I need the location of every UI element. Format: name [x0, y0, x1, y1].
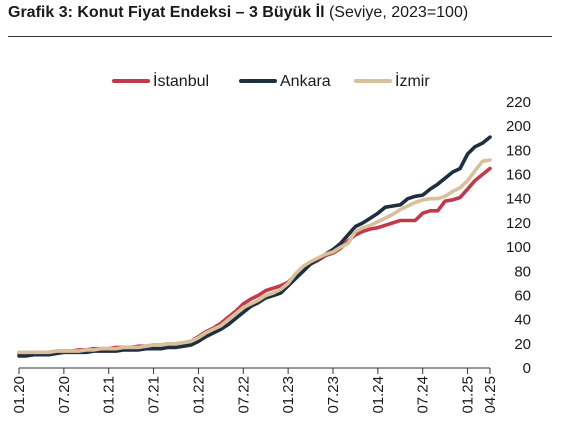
chart-legend: İstanbul Ankara İzmir	[112, 71, 430, 90]
x-tick-label: 04.25	[482, 376, 499, 414]
legend-label-0: İstanbul	[153, 71, 209, 90]
x-tick-label: 01.25	[460, 376, 477, 414]
y-tick-label: 180	[506, 142, 531, 159]
x-tick-label: 01.21	[101, 376, 118, 414]
x-tick-label: 07.20	[56, 376, 73, 414]
series-layer	[17, 135, 492, 358]
x-tick-label: 07.23	[325, 376, 342, 414]
series-line-1	[17, 135, 492, 358]
x-tick-label: 07.21	[146, 376, 163, 414]
axes-layer: 0 20 40 60 80 100 120 140 160 180 200 220 01.20 07.20…	[11, 94, 531, 414]
legend-label-1: Ankara	[280, 73, 331, 90]
title-divider	[8, 36, 552, 37]
chart-title-subtitle: (Seviye, 2023=100)	[324, 4, 469, 21]
x-tick-label: 07.22	[235, 376, 252, 414]
y-tick-label: 100	[506, 239, 531, 256]
legend-label-2: İzmir	[395, 71, 430, 90]
x-tick-label: 01.22	[190, 376, 207, 414]
chart-title: Grafik 3: Konut Fiyat Endeksi – 3 Büyük …	[8, 4, 468, 22]
y-tick-label: 20	[514, 336, 531, 353]
y-tick-label: 80	[514, 263, 531, 280]
y-tick-label: 220	[506, 94, 531, 111]
y-tick-label: 140	[506, 191, 531, 208]
x-tick-label: 01.24	[370, 376, 387, 414]
y-tick-label: 160	[506, 167, 531, 184]
y-tick-label: 120	[506, 215, 531, 232]
x-tick-label: 01.23	[280, 376, 297, 414]
y-tick-label: 200	[506, 118, 531, 135]
series-line-2	[17, 158, 492, 355]
y-tick-label: 60	[514, 288, 531, 305]
x-tick-label: 01.20	[11, 376, 28, 414]
x-tick-label: 07.24	[415, 376, 432, 414]
y-tick-label: 0	[523, 360, 531, 377]
y-tick-label: 40	[514, 312, 531, 329]
chart-title-bold: Grafik 3: Konut Fiyat Endeksi – 3 Büyük …	[8, 4, 325, 21]
